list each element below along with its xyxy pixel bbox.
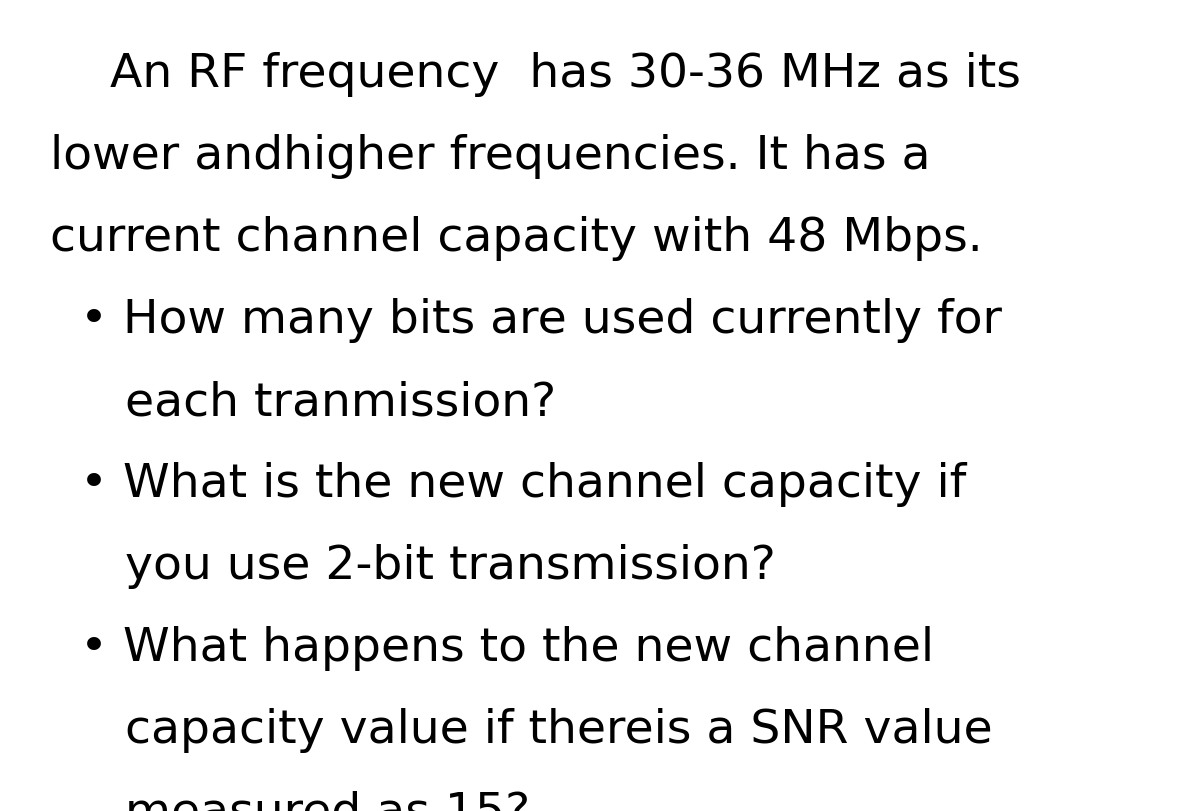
- Text: you use 2-bit transmission?: you use 2-bit transmission?: [80, 543, 775, 588]
- Text: measured as 15?: measured as 15?: [80, 789, 530, 811]
- Text: current channel capacity with 48 Mbps.: current channel capacity with 48 Mbps.: [50, 216, 983, 260]
- Text: • What is the new channel capacity if: • What is the new channel capacity if: [80, 461, 966, 506]
- Text: lower andhigher frequencies. It has a: lower andhigher frequencies. It has a: [50, 134, 930, 178]
- Text: each tranmission?: each tranmission?: [80, 380, 556, 424]
- Text: • What happens to the new channel: • What happens to the new channel: [80, 625, 934, 670]
- Text: An RF frequency  has 30-36 MHz as its: An RF frequency has 30-36 MHz as its: [50, 52, 1021, 97]
- Text: capacity value if thereis a SNR value: capacity value if thereis a SNR value: [80, 707, 992, 752]
- Text: • How many bits are used currently for: • How many bits are used currently for: [80, 298, 1002, 342]
